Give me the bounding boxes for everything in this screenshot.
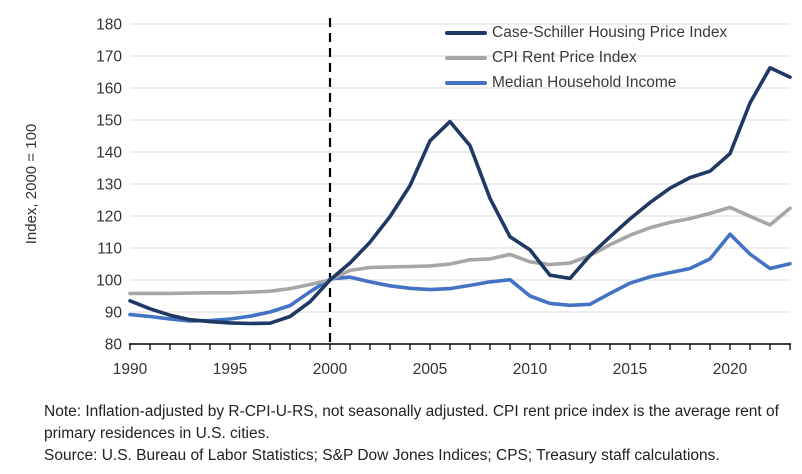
series-line-cpi-rent-price-index	[128, 205, 792, 296]
x-tick-label: 2010	[513, 361, 548, 378]
x-tick-label: 2015	[613, 361, 647, 378]
legend-item: Case-Schiller Housing Price Index	[445, 20, 727, 45]
note-text: Note: Inflation-adjusted by R-CPI-U-RS, …	[44, 403, 779, 442]
legend-swatch	[445, 55, 487, 60]
y-tick-label: 110	[97, 241, 122, 258]
x-tick-label: 2020	[713, 361, 748, 378]
line-chart: 80 90 100 110 120 130 140 150 160 170 180 1990 1995 2…	[23, 17, 792, 379]
y-tick-label: 180	[96, 17, 122, 34]
x-tick-label: 2005	[413, 361, 447, 378]
legend-label: CPI Rent Price Index	[492, 48, 637, 66]
y-tick-label: 170	[96, 49, 122, 66]
series-line-median-household-income	[128, 232, 792, 323]
y-tick-label: 150	[96, 113, 122, 130]
y-tick-label: 140	[96, 145, 122, 162]
legend-swatch	[445, 80, 487, 85]
legend-item: CPI Rent Price Index	[445, 45, 727, 70]
axes	[129, 343, 791, 350]
y-tick-label: 90	[105, 305, 123, 322]
axis-labels: 80 90 100 110 120 130 140 150 160 170 180 1990 1995 2…	[96, 17, 747, 379]
legend-item: Median Household Income	[445, 70, 727, 95]
legend-label: Median Household Income	[492, 73, 677, 91]
y-tick-label: 100	[96, 273, 122, 290]
legend-label: Case-Schiller Housing Price Index	[492, 23, 728, 41]
y-tick-label: 130	[96, 177, 122, 194]
y-tick-label: 80	[105, 337, 123, 354]
y-tick-label: 160	[96, 81, 122, 98]
x-tick-label: 2000	[313, 361, 348, 378]
x-tick-label: 1995	[213, 361, 247, 378]
source-text: Source: U.S. Bureau of Labor Statistics;…	[44, 447, 720, 464]
footnotes: Note: Inflation-adjusted by R-CPI-U-RS, …	[44, 401, 786, 467]
y-axis-title: Index, 2000 = 100	[23, 124, 40, 245]
x-tick-label: 1990	[113, 361, 148, 378]
y-tick-label: 120	[96, 209, 122, 226]
series-line-case-schiller-housing-price-index	[128, 66, 792, 326]
series-layer	[128, 66, 792, 326]
legend-swatch	[445, 30, 487, 35]
legend: Case-Schiller Housing Price Index CPI Ren…	[445, 20, 727, 95]
